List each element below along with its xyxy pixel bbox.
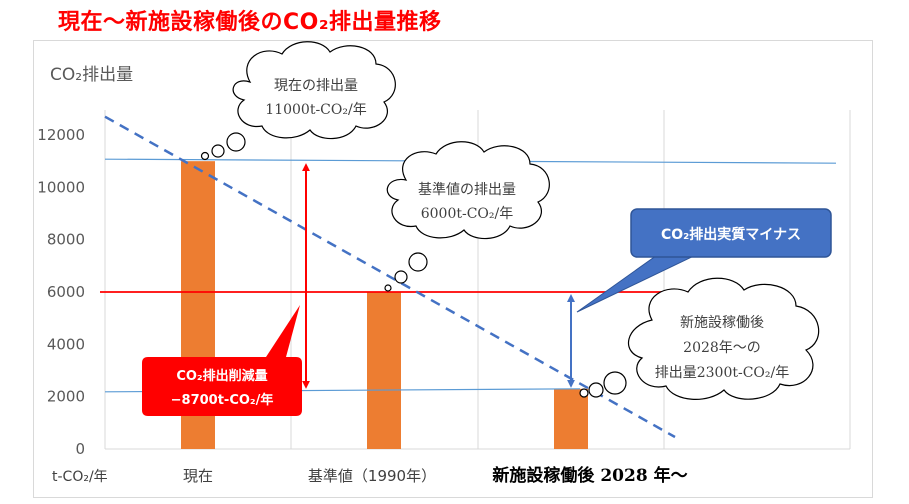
reduction-callout: CO₂排出削減量 −8700t-CO₂/年	[142, 305, 302, 416]
bar	[367, 292, 401, 449]
y-tick-label: 2000	[47, 388, 85, 406]
y-axis-title: CO₂排出量	[50, 65, 133, 85]
bar	[554, 388, 588, 449]
callout-new-line3: 排出量2300t-CO₂/年	[655, 365, 790, 381]
y-tick-label: 6000	[47, 283, 85, 301]
callout-new-cloud	[627, 277, 820, 400]
y-tick-label: 8000	[47, 231, 85, 249]
y-tick-label: 0	[75, 440, 85, 458]
y-tick-labels: 0 2000 4000 6000 8000 10000 12000	[37, 126, 85, 458]
y-tick-label: 4000	[47, 335, 85, 353]
callout-current-bubble	[200, 151, 210, 161]
reduction-callout-box	[142, 305, 302, 416]
y-axis-unit: t-CO₂/年	[52, 469, 108, 485]
callout-new-bubble	[588, 382, 604, 398]
callout-base-bubble	[384, 284, 392, 292]
trend-line	[104, 115, 676, 439]
category-label-current: 現在	[183, 467, 213, 485]
reduction-callout-line2: −8700t-CO₂/年	[171, 392, 274, 408]
callout-current: 現在の排出量 11000t-CO₂/年	[200, 41, 396, 161]
callout-new: 新施設稼働後 2028年～の 排出量2300t-CO₂/年	[579, 277, 820, 400]
minus-callout: CO₂排出実質マイナス	[576, 208, 832, 313]
callout-base-line1: 基準値の排出量	[418, 181, 516, 198]
callout-current-bubble	[211, 144, 225, 158]
chart-frame	[33, 40, 873, 498]
callout-current-line1: 現在の排出量	[274, 78, 358, 94]
callout-current-bubble	[226, 132, 246, 152]
callout-current-line2: 11000t-CO₂/年	[265, 102, 366, 118]
callout-new-bubble	[603, 371, 627, 395]
category-label-new: 新施設稼働後 2028 年～	[492, 465, 687, 486]
callout-new-bubble	[579, 388, 589, 398]
callout-base-line2: 6000t-CO₂/年	[421, 206, 514, 222]
callout-base-bubble	[394, 270, 408, 284]
category-label-base: 基準値（1990年）	[308, 467, 436, 485]
callout-base: 基準値の排出量 6000t-CO₂/年	[384, 141, 550, 292]
callout-base-cloud	[386, 141, 550, 240]
callout-new-line1: 新施設稼働後	[680, 315, 764, 331]
reduction-callout-line1: CO₂排出削減量	[176, 368, 267, 384]
callout-new-line2: 2028年～の	[683, 340, 761, 356]
callout-base-bubble	[408, 252, 428, 272]
minus-callout-text: CO₂排出実質マイナス	[661, 226, 801, 243]
y-tick-label: 10000	[37, 178, 85, 196]
minus-callout-box	[630, 208, 832, 258]
callout-current-cloud	[232, 41, 396, 140]
page-title: 現在～新施設稼働後のCO₂排出量推移	[58, 10, 442, 35]
y-tick-label: 12000	[37, 126, 85, 144]
